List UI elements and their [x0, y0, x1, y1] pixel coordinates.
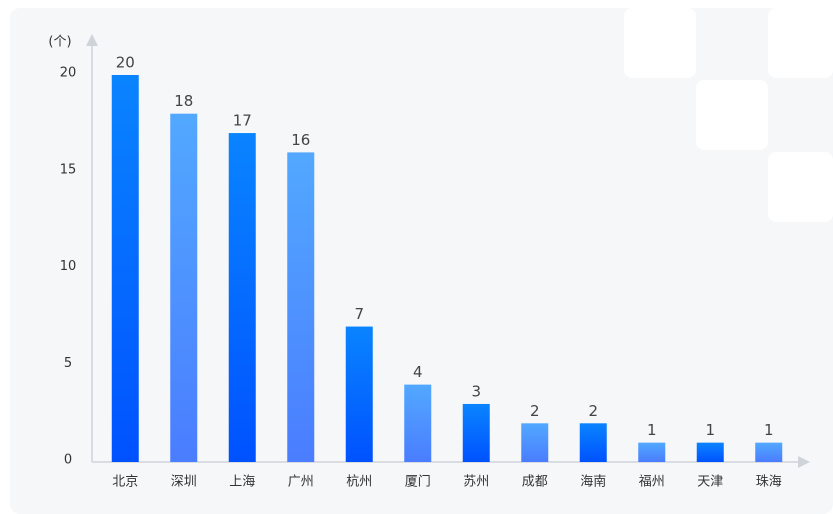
decoration	[768, 152, 833, 222]
bar	[170, 113, 198, 462]
value-label: 1	[764, 421, 774, 439]
value-label: 16	[291, 131, 310, 149]
value-label: 3	[471, 382, 481, 400]
x-tick-label: 成都	[522, 475, 548, 490]
x-tick-label: 上海	[229, 475, 255, 490]
x-tick-label: 杭州	[346, 475, 372, 490]
x-axis-arrow	[798, 456, 810, 468]
y-tick-label: 10	[60, 259, 77, 274]
x-tick-label: 北京	[112, 475, 138, 490]
y-tick-label: 0	[64, 453, 72, 468]
y-tick-label: 15	[60, 162, 77, 177]
decoration	[768, 8, 833, 78]
value-label: 18	[174, 92, 193, 110]
bar	[579, 423, 607, 462]
bar	[696, 442, 724, 462]
bar	[345, 326, 373, 462]
x-tick-label: 天津	[697, 475, 723, 490]
bar	[287, 152, 315, 462]
bar	[404, 384, 432, 462]
x-tick-label: 广州	[288, 475, 314, 490]
x-tick-label: 深圳	[171, 475, 197, 490]
decoration	[624, 8, 696, 78]
value-label: 20	[116, 54, 135, 72]
y-tick-label: 5	[64, 356, 72, 371]
bar	[521, 423, 549, 462]
background	[10, 8, 833, 514]
y-tick-label: 20	[60, 66, 77, 81]
y-axis-arrow	[86, 34, 98, 46]
x-tick-label: 苏州	[463, 474, 489, 490]
x-tick-label: 海南	[580, 474, 606, 490]
value-label: 4	[413, 363, 423, 381]
x-tick-label: 福州	[639, 475, 665, 490]
x-tick-label: 珠海	[756, 475, 782, 490]
bar	[638, 442, 666, 462]
y-axis-label: (个)	[48, 35, 71, 50]
value-label: 2	[530, 402, 540, 420]
bar	[462, 403, 490, 462]
value-label: 2	[588, 402, 598, 420]
bar	[228, 133, 256, 463]
value-label: 1	[647, 421, 657, 439]
decoration	[696, 80, 768, 150]
bar	[111, 75, 139, 462]
bar	[755, 442, 783, 462]
value-label: 1	[705, 421, 715, 439]
value-label: 7	[354, 305, 364, 323]
value-label: 17	[233, 112, 252, 130]
x-tick-label: 厦门	[405, 475, 431, 490]
